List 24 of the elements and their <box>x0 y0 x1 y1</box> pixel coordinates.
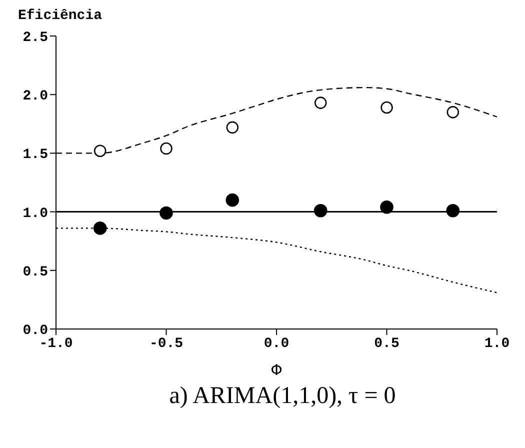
point <box>446 204 460 218</box>
point <box>314 96 327 109</box>
y-tick-label: 1.5 <box>22 147 48 164</box>
x-tick-label: 0.5 <box>374 336 400 352</box>
x-tick-label: 1.0 <box>484 336 510 352</box>
y-tick-label: 2.0 <box>22 88 48 105</box>
point <box>380 101 393 114</box>
x-tick-label: 0.0 <box>264 336 290 352</box>
x-tick-label: -0.5 <box>149 336 184 352</box>
y-tick-label: 0.5 <box>22 264 48 280</box>
text: a) ARIMA(1,1,0), τ = 0 <box>168 383 397 410</box>
point <box>160 206 173 220</box>
point <box>380 200 394 214</box>
point <box>93 222 107 235</box>
point <box>446 106 460 118</box>
point <box>226 121 239 134</box>
y-tick-label: 1.0 <box>22 206 48 222</box>
y-tick-label: 2.5 <box>22 30 48 46</box>
point <box>226 193 240 207</box>
point <box>94 144 106 158</box>
point <box>314 204 328 218</box>
point <box>160 142 172 155</box>
y-axis-title: Eficiência <box>18 8 102 24</box>
x-axis-title: Φ <box>270 361 282 379</box>
